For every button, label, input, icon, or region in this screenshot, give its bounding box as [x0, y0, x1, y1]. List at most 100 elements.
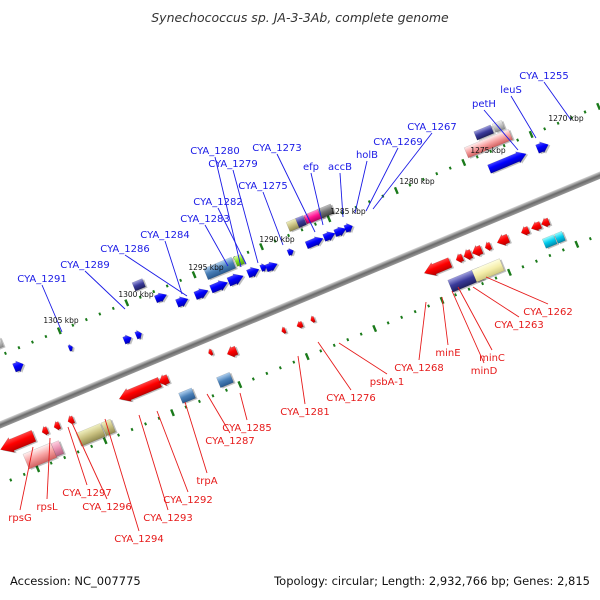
scale-tick [170, 408, 175, 417]
reverse-gene-arrow [118, 376, 164, 403]
kbp-label: 1275 kbp [470, 146, 506, 155]
scale-tick [435, 172, 439, 176]
leader-line [543, 81, 572, 121]
scale-tick [367, 200, 371, 204]
reverse-gene-label: CYA_1296 [82, 502, 131, 513]
reverse-gene-arrow [296, 320, 306, 330]
reverse-gene-arrow [41, 425, 51, 437]
leader-line [262, 191, 284, 246]
leader-line [310, 172, 324, 226]
scale-tick [346, 338, 350, 342]
forward-gene-label: efp [303, 162, 319, 173]
scale-tick [117, 433, 121, 437]
leader-line [441, 296, 449, 346]
forward-gene-arrow [67, 343, 75, 353]
kbp-label: 1270 kbp [548, 114, 584, 123]
reverse-tick-row [9, 237, 592, 482]
scale-tick [413, 309, 417, 314]
kbp-label: 1285 kbp [330, 207, 366, 216]
reverse-gene-label: CYA_1281 [280, 407, 329, 418]
reverse-gene-label: minE [435, 348, 460, 359]
reverse-gene-arrow [541, 217, 553, 229]
leader-line [457, 286, 493, 351]
leader-line [317, 341, 352, 391]
gene-block [0, 336, 6, 351]
scale-tick [76, 450, 80, 454]
scale-tick [427, 304, 431, 308]
gene-features [0, 119, 568, 470]
scale-tick [111, 306, 115, 311]
scale-tick [30, 340, 34, 344]
gene-block [100, 418, 118, 437]
scale-tick [130, 427, 134, 432]
reverse-gene-label: CYA_1293 [143, 513, 192, 524]
leader-line [485, 276, 549, 305]
leader-line [41, 284, 63, 333]
scale-tick [211, 394, 215, 398]
reverse-gene-arrow [423, 257, 455, 277]
scale-tick [521, 265, 525, 269]
scale-tick [461, 158, 467, 167]
leader-line [365, 147, 399, 212]
genome-backbone [0, 119, 600, 481]
scale-tick [237, 380, 243, 389]
leader-line [239, 392, 248, 421]
leader-line [19, 446, 34, 511]
forward-gene-arrow [286, 247, 296, 257]
leader-line [184, 401, 208, 474]
leader-line [124, 254, 188, 297]
scale-tick [372, 324, 378, 333]
gene-block [471, 258, 507, 283]
scale-tick [543, 127, 547, 131]
scale-tick [556, 121, 560, 125]
gene-block [22, 442, 59, 470]
scale-tick [448, 166, 452, 170]
scale-tick [22, 472, 26, 477]
scale-tick [138, 295, 142, 299]
scale-tick [71, 323, 75, 327]
forward-gene-label: accB [328, 162, 352, 173]
scale-tick [319, 349, 323, 353]
gene-block [473, 124, 496, 141]
scale-tick [259, 242, 265, 251]
scale-tick [273, 239, 277, 243]
reverse-gene-label: CYA_1268 [394, 363, 443, 374]
gene-block [75, 423, 108, 448]
leader-line [164, 240, 183, 295]
kbp-label: 1295 kbp [188, 263, 224, 272]
forward-gene-arrow [122, 334, 134, 346]
kbp-label: 1305 kbp [43, 316, 79, 325]
scale-tick [246, 250, 250, 254]
scale-tick [278, 366, 282, 370]
scale-tick [304, 352, 310, 361]
scale-tick [300, 228, 304, 232]
reverse-gene-arrow [310, 314, 318, 325]
reverse-gene-arrow [67, 414, 77, 426]
gene-block [317, 203, 337, 220]
leader-line [71, 422, 108, 500]
reverse-gene-label: CYA_1294 [114, 534, 163, 545]
leader-line [67, 426, 88, 486]
reverse-gene-arrow [496, 233, 512, 247]
scale-tick [516, 138, 520, 142]
forward-gene-arrow [322, 231, 338, 243]
reverse-gene-label: CYA_1276 [326, 393, 375, 404]
reverse-gene-arrow [484, 241, 495, 252]
scale-tick [56, 327, 62, 335]
scale-tick [292, 360, 296, 364]
scale-tick [596, 102, 600, 111]
scale-tick [35, 465, 41, 473]
scale-tick [359, 332, 363, 336]
gene-block [203, 256, 238, 281]
scale-tick [489, 149, 493, 153]
gene-block [178, 387, 198, 405]
scale-tick [583, 110, 587, 114]
forward-gene-label: CYA_1280 [190, 146, 239, 157]
reverse-gene-label: trpA [196, 476, 217, 487]
scale-tick [502, 144, 506, 148]
scale-tick [588, 237, 592, 241]
scale-tick [332, 343, 336, 347]
reverse-gene-label: CYA_1263 [494, 320, 543, 331]
genome-title: Synechococcus sp. JA-3-3Ab, complete gen… [151, 10, 449, 25]
